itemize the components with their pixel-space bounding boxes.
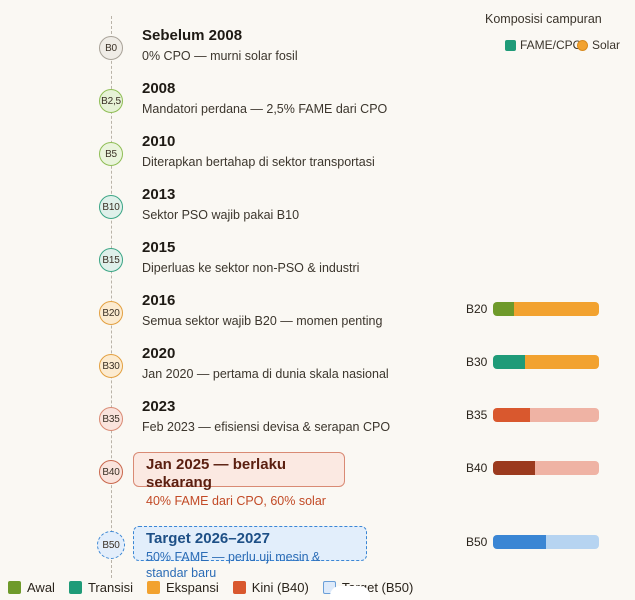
timeline-marker-b30: B30 — [99, 354, 123, 378]
blend-bar — [493, 408, 599, 422]
timeline-marker-b35: B35 — [99, 407, 123, 431]
target-year: Target 2026–2027 — [146, 530, 270, 547]
timeline-year: 2008 — [142, 80, 176, 97]
blend-bar-label: B40 — [466, 461, 488, 475]
timeline-year: 2023 — [142, 398, 176, 415]
legend-item-fame: FAME/CPO — [505, 38, 582, 52]
timeline-marker-b10: B10 — [99, 195, 123, 219]
blend-bar — [493, 355, 599, 369]
timeline-desc: Diperluas ke sektor non-PSO & industri — [142, 261, 360, 275]
blend-bar-fame — [493, 302, 515, 316]
timeline-item: 2013 Sektor PSO wajib pakai B10 — [142, 186, 299, 223]
current-highlight-box: Jan 2025 — berlaku sekarang 40% FAME dar… — [133, 452, 345, 508]
timeline-year: 2015 — [142, 239, 176, 256]
timeline-item: Sebelum 2008 0% CPO — murni solar fosil — [142, 27, 298, 64]
legend-item-kini: Kini (B40) — [232, 580, 309, 595]
legend-label-fame: FAME/CPO — [520, 38, 583, 52]
blend-bar-row: B30 — [466, 354, 599, 370]
blend-bar-fame — [493, 408, 531, 422]
bottom-overlay-shape — [330, 586, 370, 600]
legend-label-transisi: Transisi — [87, 580, 133, 595]
target-highlight-box: Target 2026–2027 50% FAME — perlu uji me… — [133, 526, 367, 580]
timeline-desc: Sektor PSO wajib pakai B10 — [142, 208, 300, 222]
legend-swatch-ekspansi — [146, 581, 160, 594]
legend-item-awal: Awal — [8, 580, 55, 595]
blend-bar-label: B35 — [466, 408, 488, 422]
timeline-marker-b0: B0 — [99, 36, 123, 60]
blend-bar-solar — [530, 408, 599, 422]
legend-swatch-solar — [577, 39, 588, 51]
timeline-marker-b40: B40 — [99, 460, 123, 484]
blend-bar-solar — [524, 355, 599, 369]
timeline-axis — [111, 16, 112, 578]
blend-bar-label: B30 — [466, 355, 488, 369]
timeline-marker-b15: B15 — [99, 248, 123, 272]
timeline-year: Sebelum 2008 — [142, 27, 243, 44]
legend-label-solar: Solar — [592, 38, 621, 52]
legend-label-awal: Awal — [27, 580, 55, 595]
blend-bar-label: B20 — [466, 302, 488, 316]
timeline-item: 2010 Diterapkan bertahap di sektor trans… — [142, 133, 375, 170]
legend-item-ekspansi: Ekspansi — [146, 580, 219, 595]
timeline-desc: Semua sektor wajib B20 — momen penting — [142, 314, 383, 328]
timeline-item: 2023 Feb 2023 — efisiensi devisa & serap… — [142, 398, 390, 435]
blend-bar-solar — [535, 461, 599, 475]
bottom-legend: Awal Transisi Ekspansi Kini (B40) Target… — [8, 580, 427, 595]
timeline-marker-b20: B20 — [99, 301, 123, 325]
blend-bar-fame — [493, 461, 536, 475]
timeline-desc: Feb 2023 — efisiensi devisa & serapan CP… — [142, 420, 391, 434]
blend-bar-row: B50 — [466, 534, 599, 550]
legend-label-kini: Kini (B40) — [251, 580, 309, 595]
blend-bar-row: B20 — [466, 301, 599, 317]
current-desc: 40% FAME dari CPO, 60% solar — [146, 494, 326, 508]
legend-swatch-transisi — [68, 581, 82, 594]
timeline-desc: Diterapkan bertahap di sektor transporta… — [142, 155, 375, 169]
blend-bar-row: B40 — [466, 460, 599, 476]
blend-bar-solar — [546, 535, 599, 549]
legend-swatch-fame — [505, 39, 516, 51]
legend-title: Komposisi campuran — [485, 12, 602, 26]
blend-bar-fame — [493, 355, 525, 369]
timeline-desc: 0% CPO — murni solar fosil — [142, 49, 298, 63]
blend-bar-label: B50 — [466, 535, 488, 549]
blend-bar — [493, 535, 599, 549]
current-year: Jan 2025 — berlaku sekarang — [146, 456, 287, 491]
blend-bar-solar — [514, 302, 599, 316]
timeline-year: 2010 — [142, 133, 176, 150]
legend-label-ekspansi: Ekspansi — [165, 580, 219, 595]
blend-bar — [493, 461, 599, 475]
blend-bar — [493, 302, 599, 316]
target-desc: 50% FAME — perlu uji mesin & standar bar… — [146, 550, 321, 580]
blend-bar-row: B35 — [466, 407, 599, 423]
timeline-item: 2020 Jan 2020 — pertama di dunia skala n… — [142, 345, 389, 382]
legend-item-transisi: Transisi — [68, 580, 133, 595]
timeline-item: 2016 Semua sektor wajib B20 — momen pent… — [142, 292, 382, 329]
timeline-year: 2020 — [142, 345, 176, 362]
timeline-marker-b5: B5 — [99, 142, 123, 166]
timeline-item: 2008 Mandatori perdana — 2,5% FAME dari … — [142, 80, 387, 117]
blend-bar-fame — [493, 535, 546, 549]
timeline-marker-b2-5: B2,5 — [99, 89, 123, 113]
legend-swatch-awal — [8, 581, 21, 594]
timeline-year: 2016 — [142, 292, 176, 309]
timeline-year: 2013 — [142, 186, 176, 203]
legend-swatch-kini — [232, 581, 246, 594]
timeline-desc: Mandatori perdana — 2,5% FAME dari CPO — [142, 102, 388, 116]
timeline-item: 2015 Diperluas ke sektor non-PSO & indus… — [142, 239, 359, 276]
timeline-desc: Jan 2020 — pertama di dunia skala nasion… — [142, 367, 389, 381]
legend-item-solar: Solar — [577, 38, 620, 52]
timeline-marker-b50: B50 — [97, 531, 125, 559]
